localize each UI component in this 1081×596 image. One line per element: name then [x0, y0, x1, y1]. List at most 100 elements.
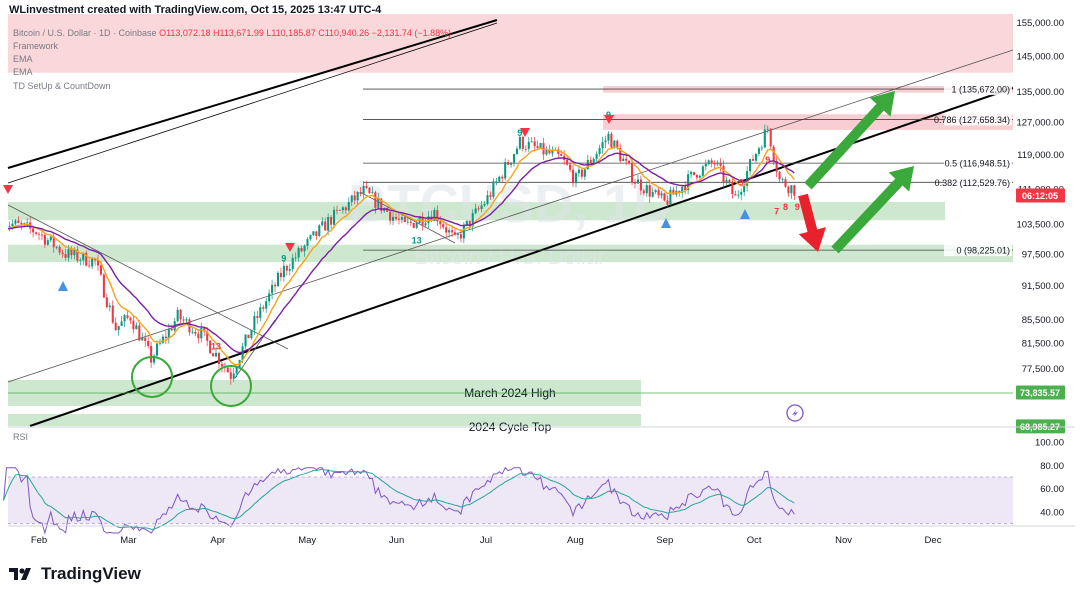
candle-body: [542, 142, 545, 155]
rsi-label: RSI: [13, 432, 28, 442]
chart-attribution: WLinvestment created with TradingView.co…: [9, 4, 382, 16]
candle-body: [743, 185, 746, 193]
td-count-label: 9: [765, 155, 770, 165]
td-count-label: 9: [281, 254, 286, 264]
candle-body: [368, 187, 371, 194]
fib-label-1: 1 (135,672.00): [951, 85, 1010, 95]
candle-body: [442, 224, 445, 228]
candle-body: [663, 193, 666, 201]
candle-body: [710, 160, 713, 164]
candle-body: [601, 142, 604, 148]
candle-body: [737, 194, 740, 196]
candle-body: [577, 169, 580, 174]
price-axis: 155,000.00 145,000.00 135,000.00 127,000.00…: [8, 18, 1075, 434]
rsi-ma-line: [3, 468, 795, 530]
candle-body: [185, 319, 188, 321]
candle-body: [598, 147, 601, 155]
candle-body: [111, 305, 114, 323]
candle-body: [138, 325, 141, 341]
candle-body: [766, 128, 769, 130]
candle-body: [335, 209, 339, 211]
candle-body: [613, 140, 616, 148]
rsi-tick-label: 80.00: [1040, 461, 1064, 472]
candle-body: [43, 234, 46, 245]
tradingview-logo[interactable]: TradingView: [9, 564, 141, 584]
candle-body: [144, 337, 147, 341]
price-tick-label: 85,500.00: [1022, 315, 1064, 326]
candle-body: [214, 352, 218, 357]
fib-label-bg-0.382: [944, 176, 1012, 189]
candle-body: [486, 195, 489, 204]
candle-body: [94, 258, 97, 261]
bullish-arrow-upper: [804, 91, 895, 190]
candle-body: [616, 140, 619, 149]
candle-body: [386, 208, 389, 212]
sell-signal-triangle: [3, 185, 13, 194]
legend-indicator-td[interactable]: TD SetUp & CountDown: [13, 81, 111, 91]
legend-indicator-ema-2[interactable]: EMA: [13, 67, 33, 77]
candle-body: [256, 315, 259, 318]
candle-body: [660, 193, 663, 196]
legend-indicator-ema[interactable]: EMA: [13, 54, 33, 64]
candle-body: [707, 160, 710, 164]
candle-body: [132, 320, 135, 330]
candle-body: [672, 189, 675, 195]
candle-body: [265, 301, 268, 309]
candle-body: [253, 315, 256, 331]
candle-body: [371, 192, 374, 194]
candle-body: [474, 208, 477, 214]
candle-body: [569, 164, 572, 170]
td-count-label: 9: [739, 178, 744, 188]
candle-body: [229, 372, 232, 379]
candle-body: [524, 148, 527, 150]
candle-body: [158, 342, 162, 344]
candle-body: [70, 249, 73, 256]
candle-body: [250, 330, 253, 339]
price-tick-label: 127,000.00: [1016, 117, 1064, 128]
price-tick-label: 103,500.00: [1016, 220, 1064, 231]
candle-body: [40, 234, 43, 236]
candle-body: [11, 223, 14, 226]
fib-label-bg-0.5: [944, 157, 1012, 170]
price-tick-label: 91,500.00: [1022, 281, 1064, 292]
candle-body: [433, 210, 436, 221]
candle-body: [241, 346, 244, 361]
price-tag-label: 06:12:05: [1022, 191, 1058, 201]
candle-body: [684, 186, 687, 191]
candle-body: [533, 141, 536, 147]
fib-label-0.382: 0.382 (112,529.76): [935, 178, 1010, 188]
price-tick-label: 77,500.00: [1022, 364, 1064, 375]
candle-body: [725, 179, 728, 182]
td-count-label: 7: [774, 207, 779, 217]
candle-body: [510, 162, 513, 165]
candle-body: [560, 153, 563, 156]
candle-body: [262, 307, 265, 309]
candle-body: [669, 189, 672, 205]
buy-signal-triangle: [740, 209, 750, 219]
candle-body: [695, 174, 698, 178]
candle-body: [642, 190, 645, 194]
candle-body: [52, 236, 55, 248]
candle-body: [123, 315, 126, 322]
candle-body: [651, 192, 654, 197]
candle-body: [713, 163, 716, 165]
candle-body: [775, 160, 778, 172]
fib-label-0.5: 0.5 (116,948.51): [945, 159, 1010, 169]
candle-body: [279, 272, 282, 278]
candle-body: [135, 325, 138, 330]
candle-body: [129, 317, 132, 321]
candle-body: [324, 221, 327, 231]
candle-body: [657, 190, 660, 196]
candle-body: [212, 353, 215, 357]
candle-body: [448, 230, 451, 233]
legend-indicator-framework[interactable]: Framework: [13, 41, 59, 51]
candle-body: [633, 182, 637, 184]
fib-zone-786: [603, 114, 1013, 130]
candle-body: [327, 217, 330, 231]
rsi-tick-label: 60.00: [1040, 484, 1064, 495]
candle-body: [648, 185, 651, 197]
candle-body: [294, 257, 297, 259]
candle-body: [772, 146, 775, 161]
candle-body: [734, 194, 737, 196]
